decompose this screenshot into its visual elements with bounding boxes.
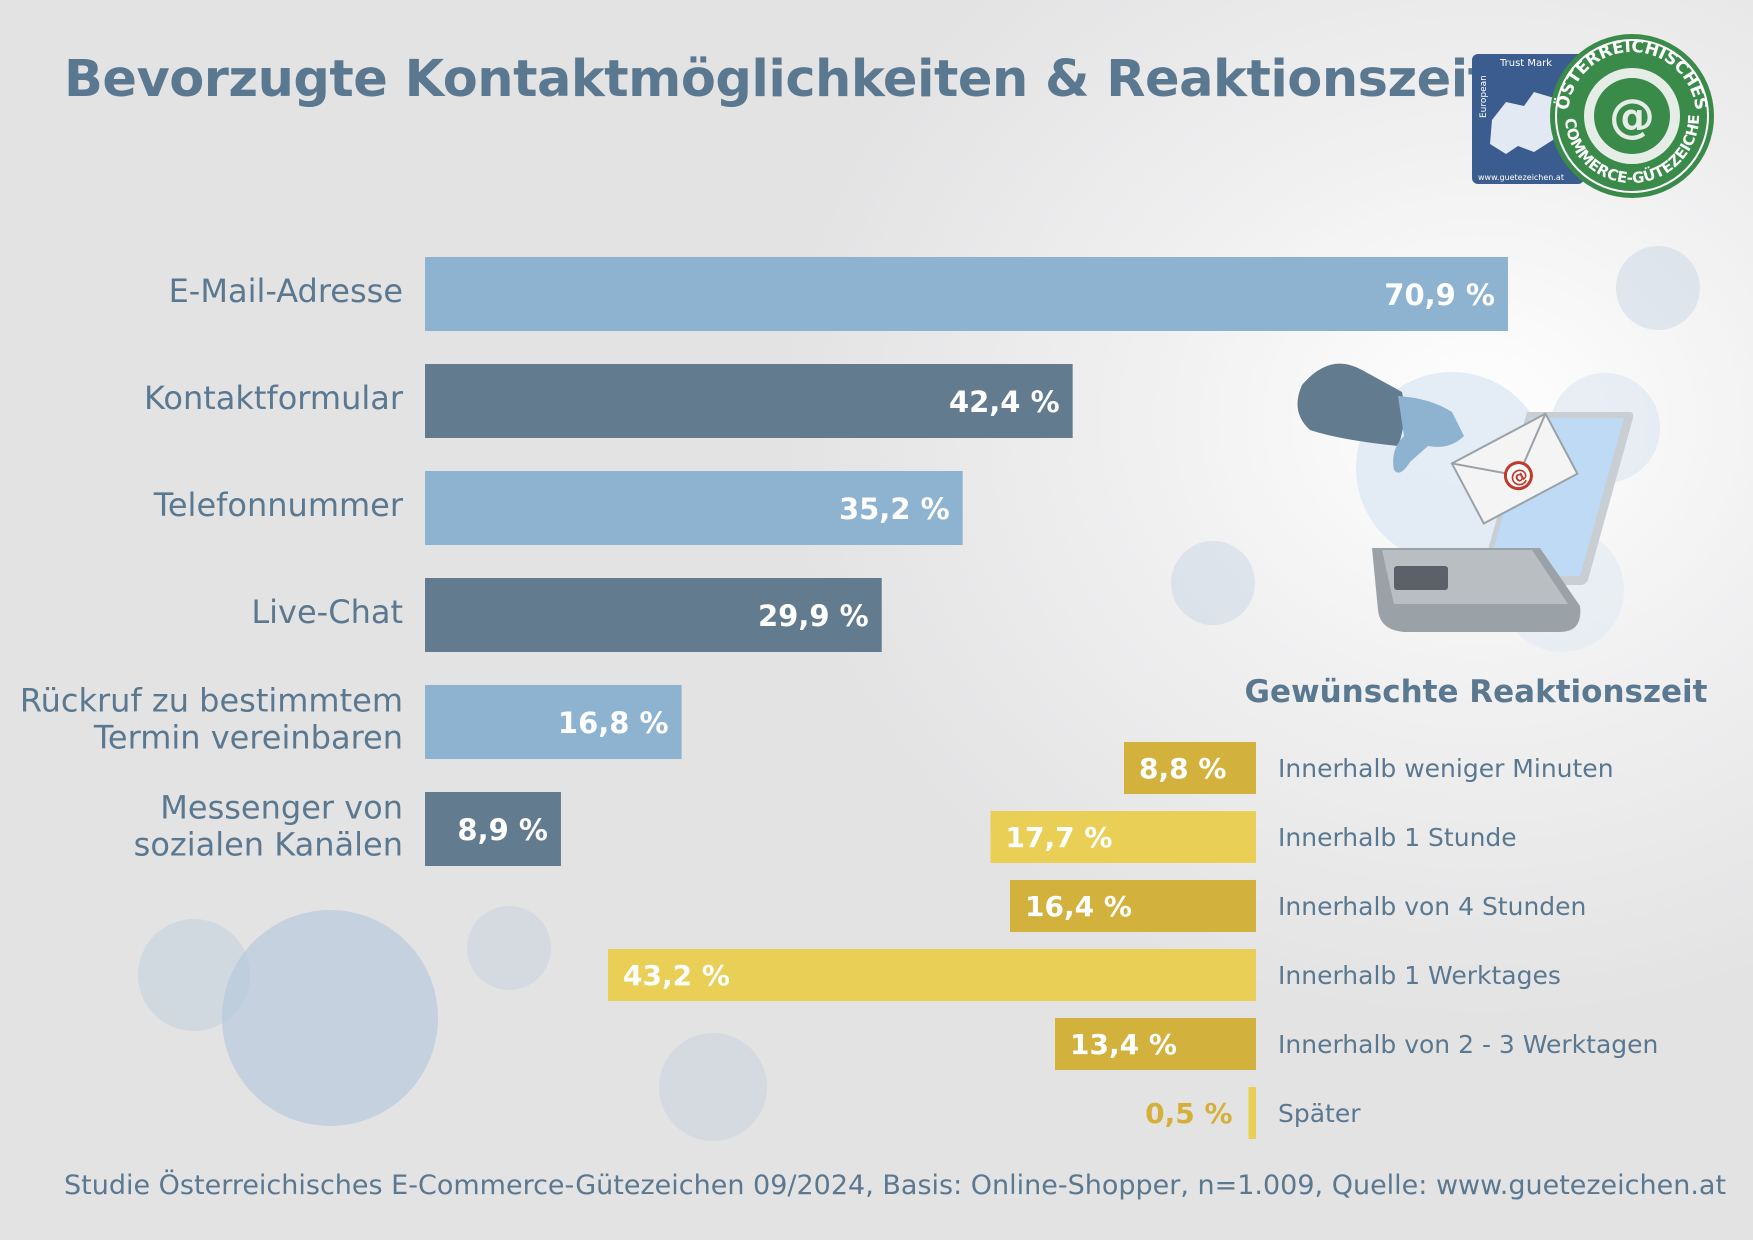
reaction-time-title: Gewünschte Reaktionszeit bbox=[1245, 674, 1708, 710]
reaction-time-chart: 8,8 % Innerhalb weniger Minuten 17,7 % Inne… bbox=[608, 742, 1658, 1139]
reaction-bar bbox=[990, 811, 1256, 863]
svg-text:E-COMMERCE-GÜTEZEICHEN: E-COMMERCE-GÜTEZEICHEN bbox=[0, 0, 1703, 187]
contact-bar-value: 42,4 % bbox=[949, 385, 1060, 419]
reaction-bar bbox=[1010, 880, 1256, 932]
reaction-bar-value: 16,4 % bbox=[1025, 890, 1132, 923]
reaction-bar bbox=[1055, 1018, 1256, 1070]
decor-bubbles bbox=[138, 246, 1700, 1141]
contact-category-label: Live-Chat bbox=[251, 593, 403, 631]
source-note: Studie Österreichisches E-Commerce-Gütez… bbox=[64, 1170, 1727, 1201]
contact-bar-value: 16,8 % bbox=[558, 706, 669, 740]
reaction-bar bbox=[608, 949, 1256, 1001]
reaction-category-label: Innerhalb 1 Werktages bbox=[1278, 961, 1561, 990]
reaction-category-label: Innerhalb weniger Minuten bbox=[1278, 754, 1614, 783]
laptop-mail-illustration: @ bbox=[1297, 363, 1634, 632]
reaction-category-label: Innerhalb von 2 - 3 Werktagen bbox=[1278, 1030, 1658, 1059]
contact-bar bbox=[425, 685, 682, 759]
reaction-bar bbox=[1124, 742, 1256, 794]
reaction-bar-value: 13,4 % bbox=[1070, 1028, 1177, 1061]
reaction-bar-value: 8,8 % bbox=[1139, 752, 1226, 785]
contact-bar-value: 8,9 % bbox=[457, 813, 548, 847]
contact-bar-value: 29,9 % bbox=[758, 599, 869, 633]
reaction-bar bbox=[1248, 1087, 1256, 1139]
contact-category-label: Kontaktformular bbox=[144, 379, 404, 417]
reaction-category-label: Innerhalb 1 Stunde bbox=[1278, 823, 1517, 852]
reaction-bar-value: 43,2 % bbox=[623, 959, 730, 992]
contact-bar-value: 35,2 % bbox=[839, 492, 950, 526]
page-title: Bevorzugte Kontaktmöglichkeiten & Reakti… bbox=[64, 50, 1492, 109]
reaction-bar-value: 0,5 % bbox=[1145, 1097, 1232, 1130]
contact-category-label: Messenger von bbox=[160, 789, 403, 827]
european-label: European bbox=[1479, 75, 1489, 118]
contact-bar bbox=[425, 578, 882, 652]
reaction-category-label: Später bbox=[1278, 1099, 1361, 1128]
trust-mark-logo: European Trust Mark www.guetezeichen.at … bbox=[0, 0, 1714, 198]
logo-url: www.guetezeichen.at bbox=[1478, 173, 1564, 182]
contact-options-chart: 70,9 % E-Mail-Adresse 42,4 % Kontaktformula… bbox=[20, 257, 1508, 866]
reaction-category-label: Innerhalb von 4 Stunden bbox=[1278, 892, 1586, 921]
contact-category-label: Telefonnummer bbox=[153, 486, 404, 524]
contact-bar bbox=[425, 471, 963, 545]
contact-bar bbox=[425, 257, 1508, 331]
contact-category-label: sozialen Kanälen bbox=[134, 826, 403, 864]
at-symbol: @ bbox=[1609, 89, 1655, 143]
trust-mark-label: Trust Mark bbox=[1499, 58, 1552, 69]
contact-bar bbox=[425, 364, 1073, 438]
contact-category-label: Termin vereinbaren bbox=[93, 719, 403, 757]
reaction-bar-value: 17,7 % bbox=[1006, 821, 1113, 854]
contact-bar bbox=[425, 792, 561, 866]
contact-bar-value: 70,9 % bbox=[1384, 278, 1495, 312]
contact-category-label: E-Mail-Adresse bbox=[169, 272, 403, 310]
contact-category-label: Rückruf zu bestimmtem bbox=[20, 682, 403, 720]
